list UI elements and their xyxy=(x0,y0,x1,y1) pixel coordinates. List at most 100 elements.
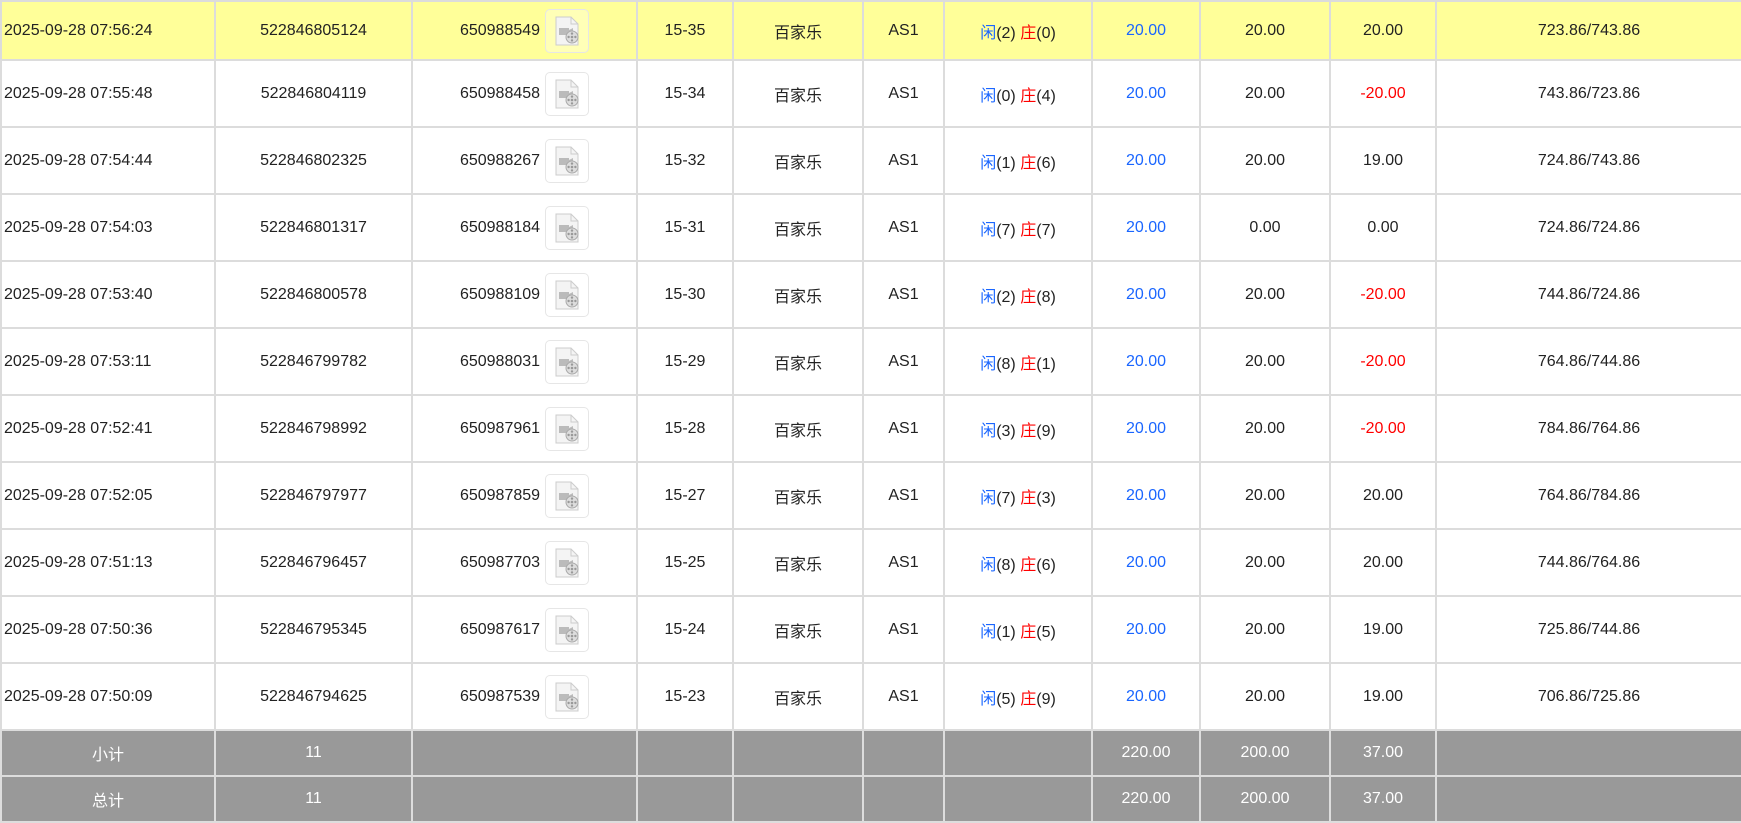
bet-amount: 20.00 xyxy=(1091,327,1201,396)
balance: 724.86/743.86 xyxy=(1435,126,1741,195)
bet-id: 522846799782 xyxy=(214,327,413,396)
empty-cell xyxy=(636,775,734,823)
result: 闲(2) 庄(8) xyxy=(943,260,1093,329)
video-file-icon[interactable] xyxy=(545,339,590,384)
empty-cell xyxy=(862,729,945,777)
player-points: (1) xyxy=(996,154,1016,172)
total-win: 37.00 xyxy=(1329,775,1437,823)
result: 闲(3) 庄(9) xyxy=(943,394,1093,463)
total-label: 总计 xyxy=(0,775,216,823)
bet-amount: 20.00 xyxy=(1091,528,1201,597)
game-name: 百家乐 xyxy=(732,193,864,262)
win-amount: -20.00 xyxy=(1329,327,1437,396)
bet-time: 2025-09-28 07:54:03 xyxy=(0,193,216,262)
win-amount: 19.00 xyxy=(1329,595,1437,664)
player-points: (8) xyxy=(996,355,1016,373)
bet-time: 2025-09-28 07:52:05 xyxy=(0,461,216,530)
balance: 723.86/743.86 xyxy=(1435,0,1741,61)
banker-label: 庄 xyxy=(1020,623,1037,641)
bet-amount: 20.00 xyxy=(1091,595,1201,664)
balance: 725.86/744.86 xyxy=(1435,595,1741,664)
win-amount: 20.00 xyxy=(1329,0,1437,61)
empty-cell xyxy=(1435,775,1741,823)
player-label: 闲 xyxy=(980,355,997,373)
banker-points: (8) xyxy=(1036,288,1056,306)
bet-id: 522846804119 xyxy=(214,59,413,128)
banker-points: (6) xyxy=(1036,154,1056,172)
bet-id: 522846795345 xyxy=(214,595,413,664)
shoe-number: 15-30 xyxy=(636,260,734,329)
table-row: 2025-09-28 07:53:40 522846800578 6509881… xyxy=(0,260,1741,329)
empty-cell xyxy=(1435,729,1741,777)
table-row: 2025-09-28 07:52:05 522846797977 6509878… xyxy=(0,461,1741,530)
banker-points: (3) xyxy=(1036,489,1056,507)
banker-label: 庄 xyxy=(1020,355,1037,373)
empty-cell xyxy=(862,775,945,823)
valid-amount: 20.00 xyxy=(1199,0,1331,61)
valid-amount: 20.00 xyxy=(1199,394,1331,463)
total-count: 11 xyxy=(214,775,413,823)
game-name: 百家乐 xyxy=(732,461,864,530)
video-file-icon[interactable] xyxy=(545,674,590,719)
win-amount: -20.00 xyxy=(1329,394,1437,463)
table-row: 2025-09-28 07:50:09 522846794625 6509875… xyxy=(0,662,1741,731)
balance: 764.86/744.86 xyxy=(1435,327,1741,396)
round-cell: 650988458 xyxy=(411,59,638,128)
video-file-icon[interactable] xyxy=(545,272,590,317)
player-label: 闲 xyxy=(980,288,997,306)
banker-label: 庄 xyxy=(1020,422,1037,440)
table-name: AS1 xyxy=(862,595,945,664)
subtotal-bet: 220.00 xyxy=(1091,729,1201,777)
video-file-icon[interactable] xyxy=(545,540,590,585)
round-cell: 650988184 xyxy=(411,193,638,262)
game-name: 百家乐 xyxy=(732,0,864,61)
empty-cell xyxy=(943,729,1093,777)
bet-id: 522846798992 xyxy=(214,394,413,463)
bet-id: 522846801317 xyxy=(214,193,413,262)
video-file-icon[interactable] xyxy=(545,406,590,451)
banker-label: 庄 xyxy=(1020,556,1037,574)
balance: 764.86/784.86 xyxy=(1435,461,1741,530)
round-cell: 650987617 xyxy=(411,595,638,664)
table-name: AS1 xyxy=(862,193,945,262)
game-name: 百家乐 xyxy=(732,59,864,128)
empty-cell xyxy=(732,729,864,777)
video-file-icon[interactable] xyxy=(545,71,590,116)
bet-id: 522846796457 xyxy=(214,528,413,597)
player-points: (2) xyxy=(996,24,1016,42)
result: 闲(7) 庄(3) xyxy=(943,461,1093,530)
table-name: AS1 xyxy=(862,126,945,195)
round-id: 650988184 xyxy=(459,218,541,236)
round-id: 650987859 xyxy=(459,486,541,504)
result: 闲(8) 庄(1) xyxy=(943,327,1093,396)
shoe-number: 15-31 xyxy=(636,193,734,262)
table-name: AS1 xyxy=(862,394,945,463)
valid-amount: 20.00 xyxy=(1199,260,1331,329)
banker-points: (5) xyxy=(1036,623,1056,641)
banker-points: (9) xyxy=(1036,422,1056,440)
bet-amount: 20.00 xyxy=(1091,193,1201,262)
banker-label: 庄 xyxy=(1020,154,1037,172)
video-file-icon[interactable] xyxy=(545,8,590,53)
win-amount: -20.00 xyxy=(1329,59,1437,128)
empty-cell xyxy=(943,775,1093,823)
bet-amount: 20.00 xyxy=(1091,59,1201,128)
video-file-icon[interactable] xyxy=(545,473,590,518)
bet-amount: 20.00 xyxy=(1091,662,1201,731)
banker-points: (4) xyxy=(1036,87,1056,105)
player-points: (1) xyxy=(996,623,1016,641)
round-id: 650988267 xyxy=(459,151,541,169)
round-id: 650987703 xyxy=(459,553,541,571)
win-amount: 20.00 xyxy=(1329,461,1437,530)
player-label: 闲 xyxy=(980,489,997,507)
valid-amount: 20.00 xyxy=(1199,528,1331,597)
shoe-number: 15-29 xyxy=(636,327,734,396)
video-file-icon[interactable] xyxy=(545,607,590,652)
bet-id: 522846802325 xyxy=(214,126,413,195)
bet-amount: 20.00 xyxy=(1091,126,1201,195)
video-file-icon[interactable] xyxy=(545,138,590,183)
table-row: 2025-09-28 07:55:48 522846804119 6509884… xyxy=(0,59,1741,128)
table-name: AS1 xyxy=(862,260,945,329)
video-file-icon[interactable] xyxy=(545,205,590,250)
player-points: (3) xyxy=(996,422,1016,440)
